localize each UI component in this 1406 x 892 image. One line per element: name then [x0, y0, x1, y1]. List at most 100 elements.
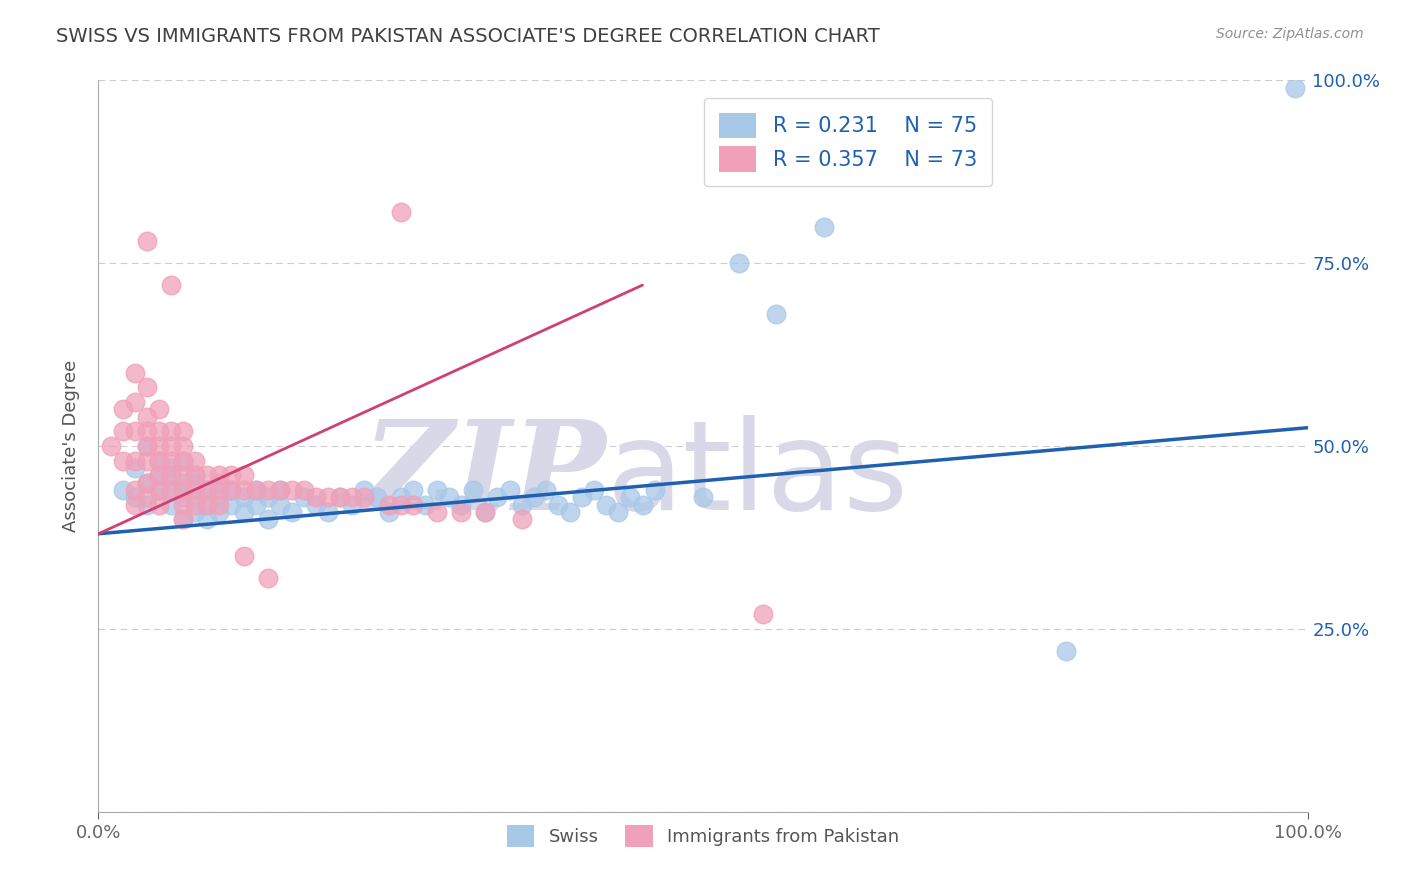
Point: [765, 307, 787, 321]
Point: [221, 498, 243, 512]
Point: [135, 475, 157, 490]
Point: [195, 498, 218, 512]
Point: [377, 505, 399, 519]
Point: [208, 490, 231, 504]
Point: [160, 498, 183, 512]
Point: [172, 425, 194, 439]
Point: [232, 468, 254, 483]
Point: [172, 483, 194, 497]
Point: [402, 498, 425, 512]
Point: [221, 483, 243, 497]
Point: [148, 453, 170, 467]
Point: [184, 468, 207, 483]
Point: [172, 498, 194, 512]
Point: [510, 498, 533, 512]
Point: [111, 453, 134, 467]
Point: [232, 490, 254, 504]
Text: Source: ZipAtlas.com: Source: ZipAtlas.com: [1216, 27, 1364, 41]
Point: [426, 483, 449, 497]
Point: [316, 505, 339, 519]
Point: [184, 505, 207, 519]
Point: [208, 505, 231, 519]
Point: [135, 380, 157, 394]
Point: [221, 483, 243, 497]
Point: [377, 498, 399, 512]
Point: [172, 490, 194, 504]
Point: [269, 498, 291, 512]
Point: [281, 505, 304, 519]
Point: [184, 475, 207, 490]
Point: [547, 498, 569, 512]
Point: [583, 483, 606, 497]
Point: [148, 483, 170, 497]
Point: [342, 498, 364, 512]
Point: [208, 483, 231, 497]
Point: [124, 453, 146, 467]
Point: [184, 498, 207, 512]
Point: [160, 278, 183, 293]
Point: [245, 483, 267, 497]
Point: [195, 483, 218, 497]
Point: [607, 505, 630, 519]
Point: [245, 498, 267, 512]
Point: [184, 483, 207, 497]
Point: [1284, 80, 1306, 95]
Point: [232, 483, 254, 497]
Point: [184, 490, 207, 504]
Point: [437, 490, 460, 504]
Point: [111, 483, 134, 497]
Point: [329, 490, 352, 504]
Point: [558, 505, 581, 519]
Point: [353, 483, 375, 497]
Point: [474, 505, 496, 519]
Point: [245, 483, 267, 497]
Point: [160, 461, 183, 475]
Point: [486, 490, 509, 504]
Point: [644, 483, 666, 497]
Point: [510, 512, 533, 526]
Point: [111, 425, 134, 439]
Point: [124, 498, 146, 512]
Point: [256, 490, 278, 504]
Point: [148, 483, 170, 497]
Point: [595, 498, 617, 512]
Point: [195, 512, 218, 526]
Point: [148, 453, 170, 467]
Point: [450, 505, 472, 519]
Text: ZIP: ZIP: [363, 415, 606, 536]
Point: [1054, 644, 1077, 658]
Point: [389, 490, 412, 504]
Point: [111, 402, 134, 417]
Point: [172, 512, 194, 526]
Point: [172, 439, 194, 453]
Point: [124, 490, 146, 504]
Point: [292, 490, 315, 504]
Text: atlas: atlas: [606, 415, 908, 536]
Point: [281, 483, 304, 497]
Point: [366, 490, 388, 504]
Point: [172, 475, 194, 490]
Point: [523, 490, 546, 504]
Point: [813, 219, 835, 234]
Point: [172, 453, 194, 467]
Point: [124, 395, 146, 409]
Point: [208, 468, 231, 483]
Point: [195, 498, 218, 512]
Point: [135, 409, 157, 424]
Point: [195, 483, 218, 497]
Point: [534, 483, 557, 497]
Point: [124, 366, 146, 380]
Point: [148, 468, 170, 483]
Point: [160, 483, 183, 497]
Point: [389, 498, 412, 512]
Point: [172, 468, 194, 483]
Point: [728, 256, 751, 270]
Point: [172, 453, 194, 467]
Point: [135, 234, 157, 248]
Point: [353, 490, 375, 504]
Point: [184, 468, 207, 483]
Point: [124, 461, 146, 475]
Point: [160, 453, 183, 467]
Point: [316, 490, 339, 504]
Point: [305, 498, 328, 512]
